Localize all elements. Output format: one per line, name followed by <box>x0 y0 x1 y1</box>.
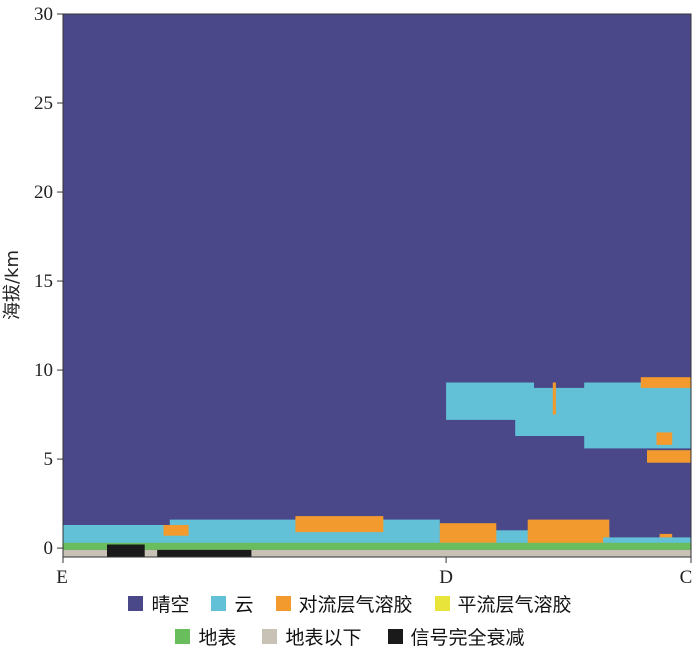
legend-item: 地表 <box>175 623 236 650</box>
feature-region <box>647 450 691 463</box>
legend-swatch <box>128 596 144 611</box>
plot-area <box>63 14 691 557</box>
legend-swatch <box>387 629 403 644</box>
legend-swatch <box>262 629 278 644</box>
legend-swatch <box>211 596 227 611</box>
feature-region <box>157 549 252 557</box>
legend-label: 晴空 <box>151 594 190 616</box>
y-tick-label: 20 <box>34 182 53 203</box>
legend-label: 对流层气溶胶 <box>298 594 413 616</box>
legend-item: 地表以下 <box>262 623 362 650</box>
feature-region <box>584 382 691 449</box>
legend-row-1: 晴空 云 对流层气溶胶 平流层气溶胶 <box>0 590 700 617</box>
legend-item: 信号完全衰减 <box>387 623 525 650</box>
y-tick-label: 25 <box>34 93 53 114</box>
feature-region <box>63 542 691 550</box>
plot-background <box>63 14 691 557</box>
legend-label: 地表以下 <box>285 627 362 649</box>
y-axis-title: 海拔/km <box>2 250 23 320</box>
feature-region <box>163 525 189 536</box>
legend-swatch <box>175 629 191 644</box>
legend-label: 平流层气溶胶 <box>457 594 572 616</box>
y-tick-label: 15 <box>34 271 53 292</box>
y-tick-label: 30 <box>34 4 53 25</box>
y-tick-label: 5 <box>44 449 54 470</box>
feature-region <box>295 516 384 533</box>
y-tick-label: 10 <box>34 360 53 381</box>
legend-label: 地表 <box>198 627 237 649</box>
feature-region <box>656 432 673 445</box>
feature-region <box>107 544 145 557</box>
y-tick-label: 0 <box>44 538 54 559</box>
legend-item: 对流层气溶胶 <box>275 590 413 617</box>
legend-item: 云 <box>211 590 254 617</box>
x-tick-label: D <box>439 567 453 588</box>
y-axis: 0 5 10 15 20 25 30 <box>34 4 63 559</box>
feature-region <box>63 549 691 557</box>
legend-label: 云 <box>234 594 254 616</box>
feature-region <box>552 382 556 415</box>
legend-item: 晴空 <box>128 590 189 617</box>
legend-item: 平流层气溶胶 <box>434 590 572 617</box>
x-tick-label: E <box>56 567 68 588</box>
legend-row-2: 地表 地表以下 信号完全衰减 <box>0 623 700 650</box>
plot-frame <box>62 13 692 558</box>
feature-region <box>527 519 610 545</box>
feature-region <box>603 537 691 549</box>
legend-label: 信号完全衰减 <box>410 627 525 649</box>
x-tick-label: C <box>680 567 693 588</box>
legend-swatch <box>434 596 450 611</box>
legend-swatch <box>275 596 291 611</box>
feature-region <box>439 523 497 543</box>
feature-region <box>640 377 691 388</box>
